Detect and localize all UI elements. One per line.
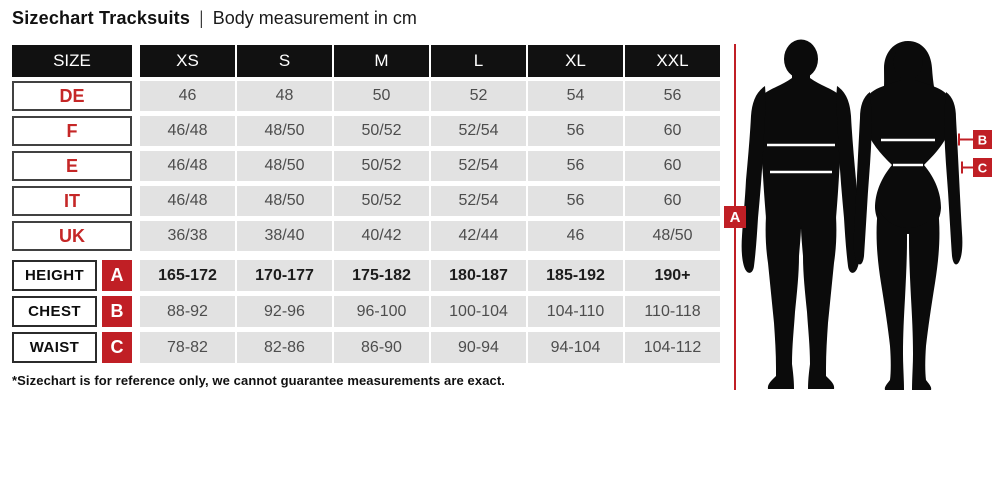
size-cell: 165-172 [140, 260, 235, 291]
size-cell: 185-192 [528, 260, 623, 291]
size-cell: 180-187 [431, 260, 526, 291]
size-cell: 46/48 [140, 151, 235, 181]
size-cell: 52/54 [431, 186, 526, 216]
marker-a-badge: A [102, 260, 132, 291]
table-row-chest: CHEST B 88-92 92-96 96-100 100-104 104-1… [12, 296, 720, 327]
size-cell: 78-82 [140, 332, 235, 363]
body-measurement-diagram: A B C [724, 39, 992, 390]
size-cell: 46/48 [140, 116, 235, 146]
size-cell: 52/54 [431, 151, 526, 181]
size-cell: 48/50 [237, 116, 332, 146]
size-cell: 42/44 [431, 221, 526, 251]
size-cell: 94-104 [528, 332, 623, 363]
size-cell: 90-94 [431, 332, 526, 363]
column-header-xs: XS [140, 45, 235, 77]
column-header-l: L [431, 45, 526, 77]
table-row-it: IT 46/48 48/50 50/52 52/54 56 60 [12, 186, 720, 216]
figure-marker-a: A [724, 206, 746, 228]
size-cell: 60 [625, 186, 720, 216]
size-cell: 60 [625, 116, 720, 146]
size-cell: 56 [528, 151, 623, 181]
table-row-e: E 46/48 48/50 50/52 52/54 56 60 [12, 151, 720, 181]
title-main: Sizechart Tracksuits [12, 8, 191, 28]
column-header-xxl: XXL [625, 45, 720, 77]
size-cell: 48/50 [237, 151, 332, 181]
column-header-m: M [334, 45, 429, 77]
size-cell: 48/50 [625, 221, 720, 251]
size-cell: 100-104 [431, 296, 526, 327]
size-cell: 170-177 [237, 260, 332, 291]
table-row-height: HEIGHT A 165-172 170-177 175-182 180-187… [12, 260, 720, 291]
size-cell: 40/42 [334, 221, 429, 251]
size-cell: 38/40 [237, 221, 332, 251]
size-cell: 56 [528, 186, 623, 216]
size-cell: 46 [140, 81, 235, 111]
size-cell: 48/50 [237, 186, 332, 216]
row-label-de: DE [12, 81, 132, 111]
size-cell: 96-100 [334, 296, 429, 327]
waist-label-group: WAIST C [12, 332, 132, 363]
size-cell: 104-112 [625, 332, 720, 363]
column-header-xl: XL [528, 45, 623, 77]
table-row-de: DE 46 48 50 52 54 56 [12, 81, 720, 111]
table-row-uk: UK 36/38 38/40 40/42 42/44 46 48/50 [12, 221, 720, 251]
svg-text:B: B [978, 133, 987, 148]
header-row: SIZE XS S M L XL XXL [12, 45, 720, 77]
svg-text:A: A [730, 209, 741, 226]
height-label-group: HEIGHT A [12, 260, 132, 291]
table-row-waist: WAIST C 78-82 82-86 86-90 90-94 94-104 1… [12, 332, 720, 363]
title-subtitle: Body measurement in cm [212, 8, 417, 28]
size-cell: 50/52 [334, 151, 429, 181]
size-cell: 48 [237, 81, 332, 111]
size-cell: 46/48 [140, 186, 235, 216]
size-cell: 56 [625, 81, 720, 111]
row-label-waist: WAIST [12, 332, 97, 363]
size-cell: 52 [431, 81, 526, 111]
row-label-uk: UK [12, 221, 132, 251]
size-cell: 50 [334, 81, 429, 111]
title-separator: | [199, 8, 204, 28]
marker-b-badge: B [102, 296, 132, 327]
size-cell: 50/52 [334, 116, 429, 146]
row-label-chest: CHEST [12, 296, 97, 327]
row-label-f: F [12, 116, 132, 146]
sizechart-table: SIZE XS S M L XL XXL DE 46 48 50 52 54 5… [12, 45, 720, 388]
size-cell: 50/52 [334, 186, 429, 216]
size-cell: 36/38 [140, 221, 235, 251]
size-cell: 175-182 [334, 260, 429, 291]
row-label-height: HEIGHT [12, 260, 97, 291]
row-label-e: E [12, 151, 132, 181]
size-cell: 88-92 [140, 296, 235, 327]
size-cell: 86-90 [334, 332, 429, 363]
size-cell: 190+ [625, 260, 720, 291]
disclaimer-text: *Sizechart is for reference only, we can… [12, 373, 505, 388]
female-silhouette [853, 41, 963, 390]
size-cell: 92-96 [237, 296, 332, 327]
page-title: Sizechart Tracksuits | Body measurement … [12, 8, 417, 29]
size-cell: 54 [528, 81, 623, 111]
figure-marker-c: C [961, 158, 992, 177]
size-cell: 56 [528, 116, 623, 146]
table-row-f: F 46/48 48/50 50/52 52/54 56 60 [12, 116, 720, 146]
row-label-it: IT [12, 186, 132, 216]
male-silhouette [741, 39, 861, 389]
size-cell: 82-86 [237, 332, 332, 363]
size-cell: 60 [625, 151, 720, 181]
chest-label-group: CHEST B [12, 296, 132, 327]
size-cell: 52/54 [431, 116, 526, 146]
svg-text:C: C [978, 161, 988, 176]
column-header-size: SIZE [12, 45, 132, 77]
size-cell: 110-118 [625, 296, 720, 327]
size-cell: 46 [528, 221, 623, 251]
figure-marker-b: B [958, 130, 992, 149]
marker-c-badge: C [102, 332, 132, 363]
size-cell: 104-110 [528, 296, 623, 327]
column-header-s: S [237, 45, 332, 77]
